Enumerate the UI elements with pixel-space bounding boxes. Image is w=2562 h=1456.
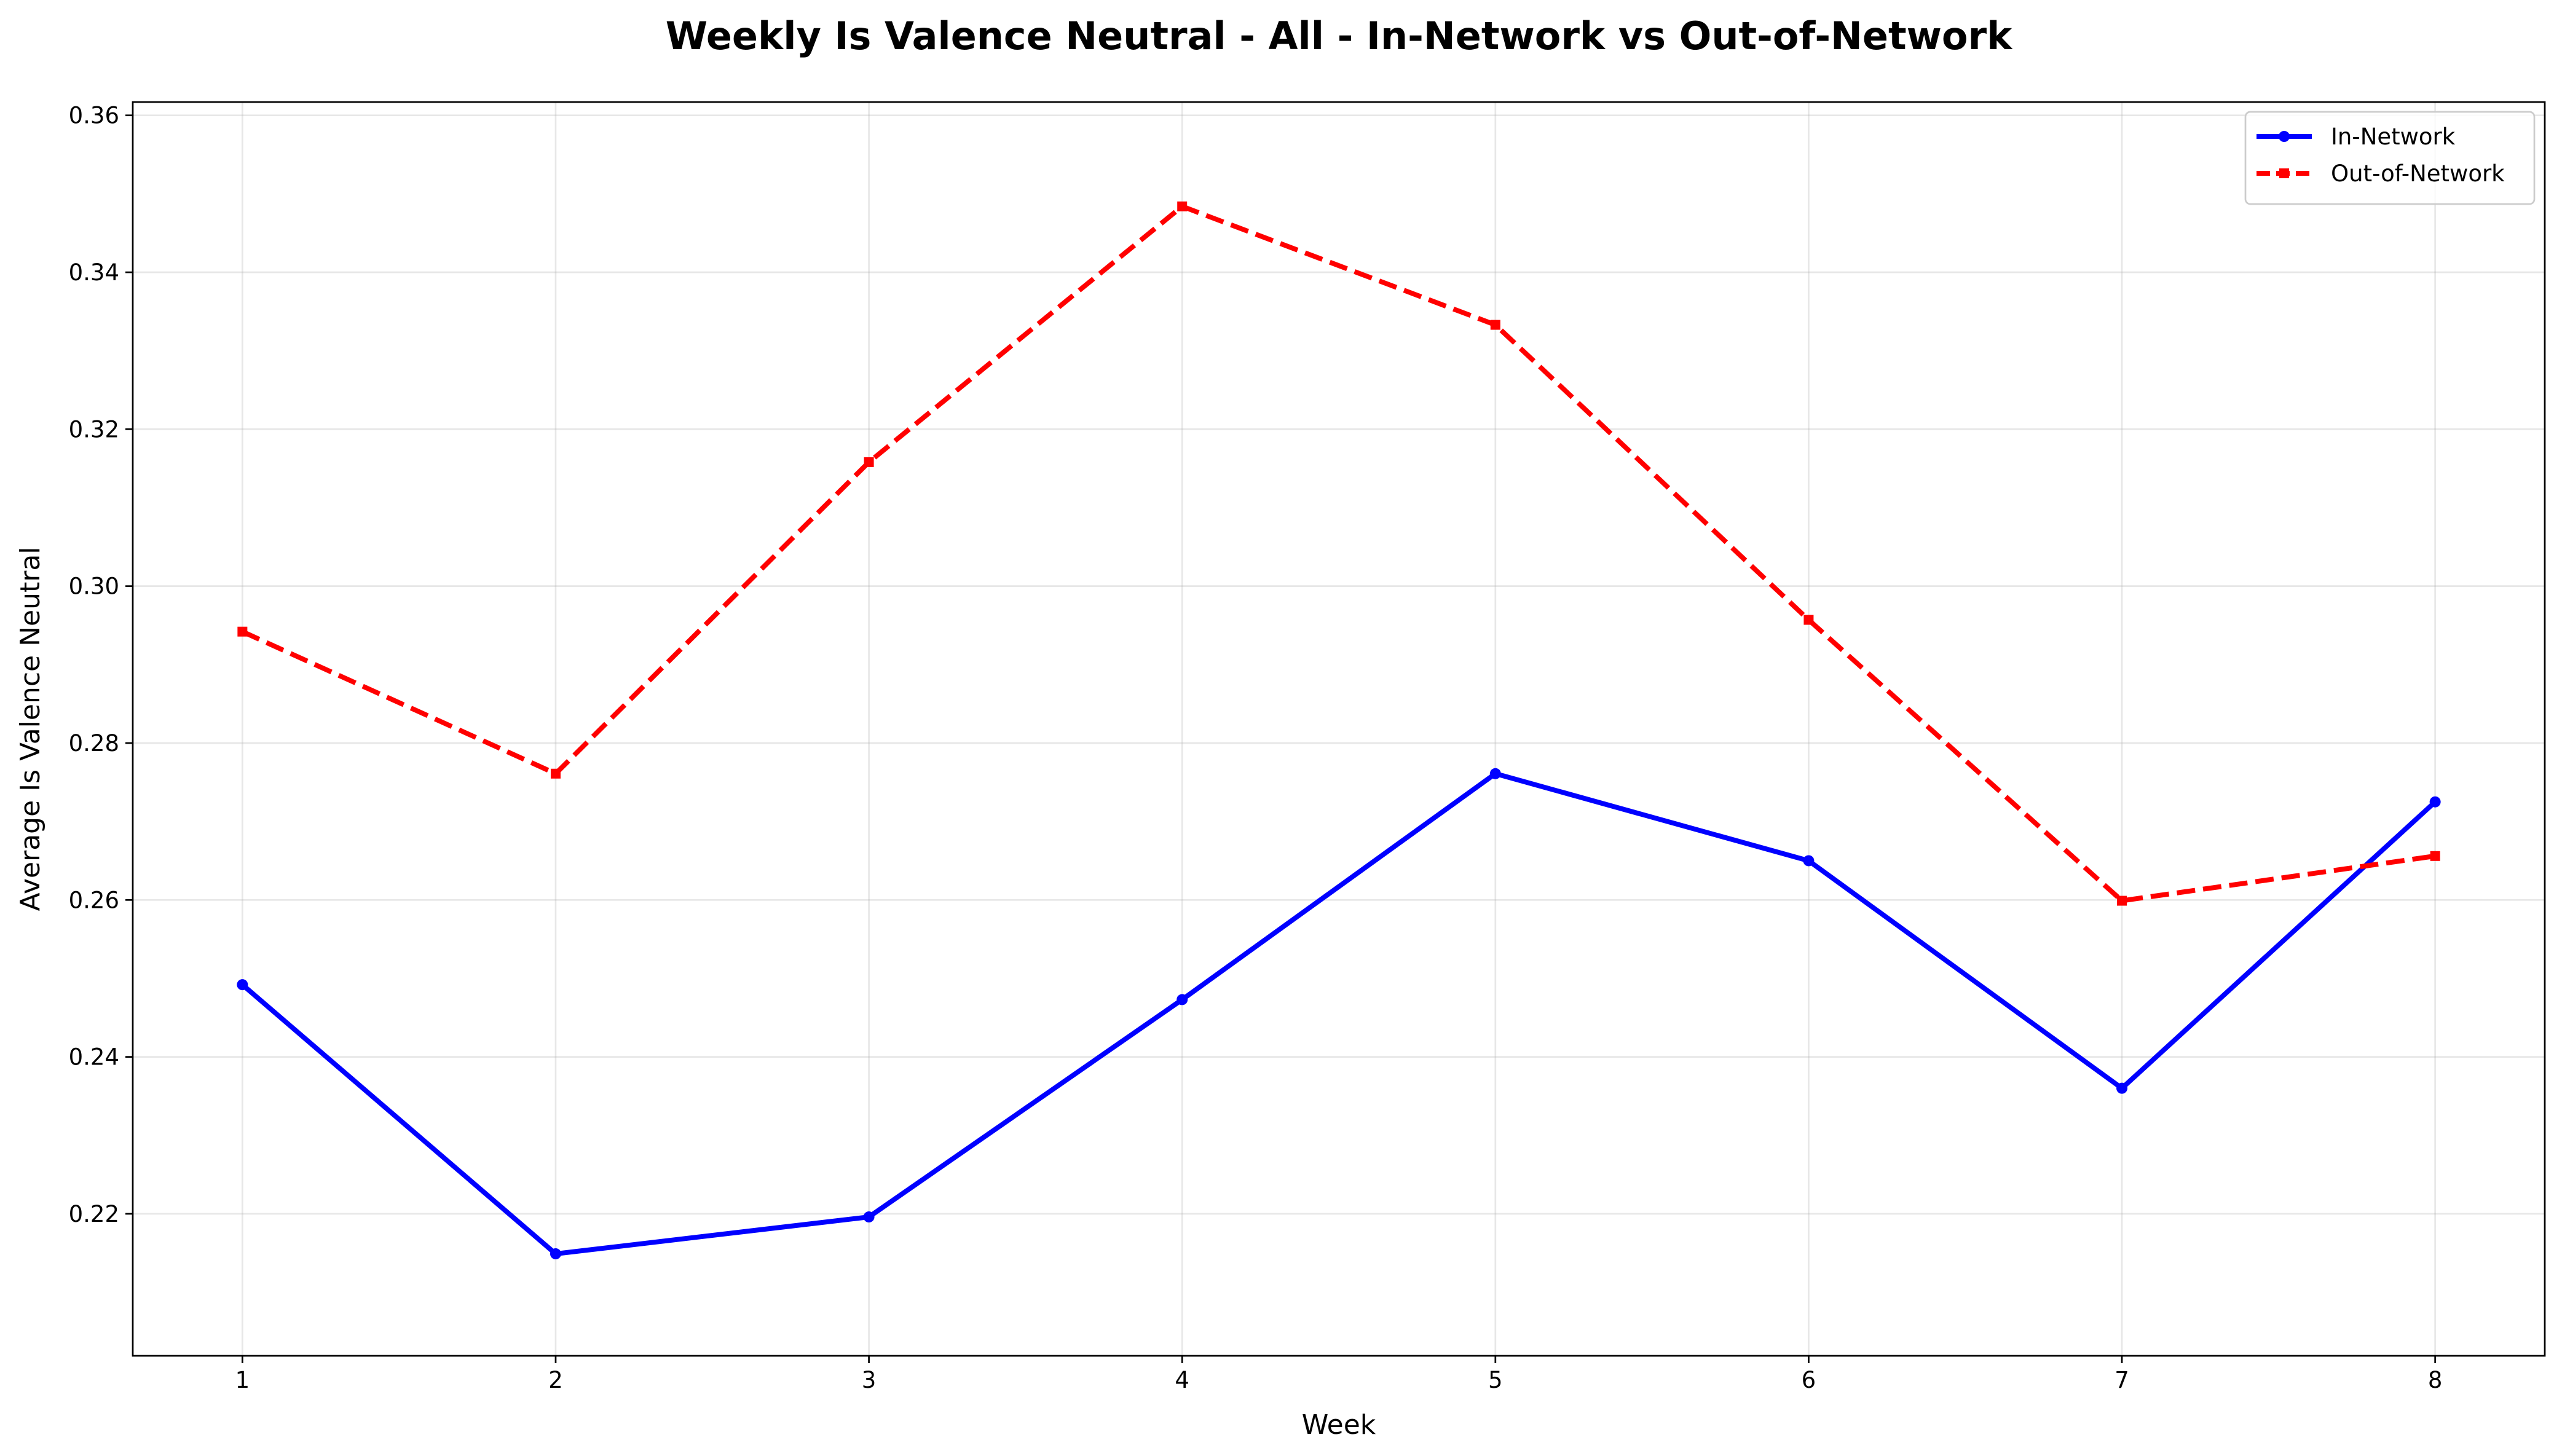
y-tick-label: 0.22: [69, 1201, 119, 1227]
in-network-point: [1489, 768, 1501, 779]
in-network-point: [237, 979, 248, 991]
in-network-point: [550, 1248, 561, 1260]
out-of-network-point: [2430, 851, 2440, 861]
x-tick-label: 2: [548, 1367, 563, 1393]
x-tick-label: 3: [862, 1367, 877, 1393]
out-of-network-point: [1490, 320, 1500, 330]
y-tick-label: 0.30: [69, 573, 119, 600]
legend-in-network-marker: [2279, 131, 2290, 142]
out-of-network-line: [241, 203, 2436, 903]
x-tick-label: 8: [2428, 1367, 2443, 1393]
x-tick-label: 1: [235, 1367, 250, 1393]
x-tick-label: 6: [1802, 1367, 1816, 1393]
out-of-network-point: [237, 626, 248, 637]
out-of-network-point: [1803, 615, 1814, 625]
plot-frame: [132, 101, 2546, 1357]
y-axis-title: Average Is Valence Neutral: [15, 546, 46, 911]
in-network-point: [1177, 994, 1188, 1005]
y-tick-label: 0.34: [69, 259, 119, 286]
y-tick-label: 0.26: [69, 887, 119, 913]
out-of-network-point: [864, 457, 874, 467]
y-tick-label: 0.32: [69, 416, 119, 443]
legend: In-Network Out-of-Network: [2244, 111, 2536, 205]
x-tick-label: 5: [1488, 1367, 1503, 1393]
in-network-point: [2116, 1082, 2128, 1094]
x-tick-label: 7: [2115, 1367, 2129, 1393]
y-tick-label: 0.28: [69, 730, 119, 757]
in-network-point: [863, 1211, 875, 1223]
grid: [133, 102, 2545, 1356]
legend-in-network-label: In-Network: [2331, 124, 2456, 150]
x-tick-label: 4: [1175, 1367, 1189, 1393]
legend-out-of-network-label: Out-of-Network: [2331, 160, 2505, 187]
out-of-network-point: [550, 768, 561, 779]
y-tick-label: 0.24: [69, 1044, 119, 1071]
legend-box: [2244, 111, 2536, 205]
out-of-network-point: [2117, 895, 2127, 906]
in-network-line: [240, 771, 2437, 1257]
legend-out-of-network-marker: [2279, 168, 2289, 178]
axis-ticks: 1 2 3 4 5 6 7 8 0.22 0.24 0.26 0.28 0.30 0.32 0.34 0.36: [69, 103, 2443, 1393]
plot-series: [237, 201, 2441, 1260]
y-tick-label: 0.36: [69, 103, 119, 129]
x-axis-title: Week: [1302, 1409, 1376, 1441]
in-network-point: [2429, 796, 2441, 808]
chart-title: Weekly Is Valence Neutral - All - In-Net…: [666, 14, 2013, 58]
out-of-network-point: [1177, 201, 1188, 211]
in-network-point: [1803, 855, 1815, 867]
